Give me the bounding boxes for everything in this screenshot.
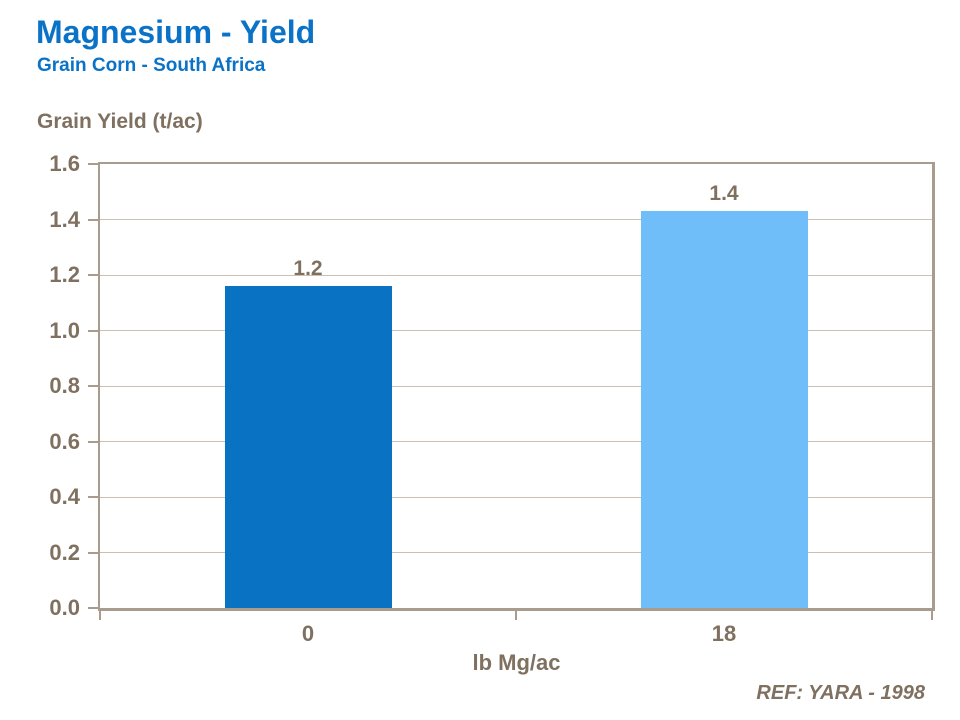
y-tick-label: 1.0 xyxy=(49,317,80,343)
bar-0 xyxy=(225,286,392,608)
y-tick-mark xyxy=(88,551,98,554)
y-axis-title: Grain Yield (t/ac) xyxy=(37,110,203,133)
gridline xyxy=(100,552,932,553)
y-tick-label: 0.2 xyxy=(49,539,80,565)
y-tick-mark xyxy=(88,607,98,609)
bar-value-label: 1.4 xyxy=(709,182,739,205)
x-tick-mark xyxy=(931,611,933,620)
x-tick-label: 0 xyxy=(301,621,315,646)
y-tick-mark xyxy=(88,440,98,443)
y-tick-mark xyxy=(88,385,98,387)
y-tick-label: 1.4 xyxy=(49,206,80,232)
x-tick-mark xyxy=(99,611,101,620)
reference-note: REF: YARA - 1998 xyxy=(756,682,925,704)
gridline xyxy=(100,385,932,387)
y-tick-mark xyxy=(88,218,98,221)
y-tick-label: 1.6 xyxy=(49,151,80,176)
x-axis-title: lb Mg/ac xyxy=(472,650,561,675)
y-tick-mark xyxy=(88,274,98,276)
page-subtitle: Grain Corn - South Africa xyxy=(37,55,266,76)
y-tick-label: 0.0 xyxy=(49,595,80,620)
gridline xyxy=(100,274,932,276)
y-tick-mark xyxy=(88,496,98,498)
y-tick-label: 0.6 xyxy=(49,428,80,454)
x-tick-label: 18 xyxy=(711,621,737,646)
y-tick-mark xyxy=(88,163,98,165)
y-tick-mark xyxy=(88,329,98,332)
gridline xyxy=(100,330,932,331)
bar-18 xyxy=(641,211,808,608)
y-tick-label: 0.4 xyxy=(49,484,80,509)
gridline xyxy=(100,219,932,220)
gridline xyxy=(100,496,932,498)
plot-area xyxy=(98,162,935,611)
gridline xyxy=(100,441,932,442)
bar-value-label: 1.2 xyxy=(293,257,323,280)
page-title: Magnesium - Yield xyxy=(36,14,316,50)
y-tick-label: 1.2 xyxy=(49,262,80,287)
y-tick-label: 0.8 xyxy=(49,373,80,398)
x-tick-mark xyxy=(515,611,517,620)
